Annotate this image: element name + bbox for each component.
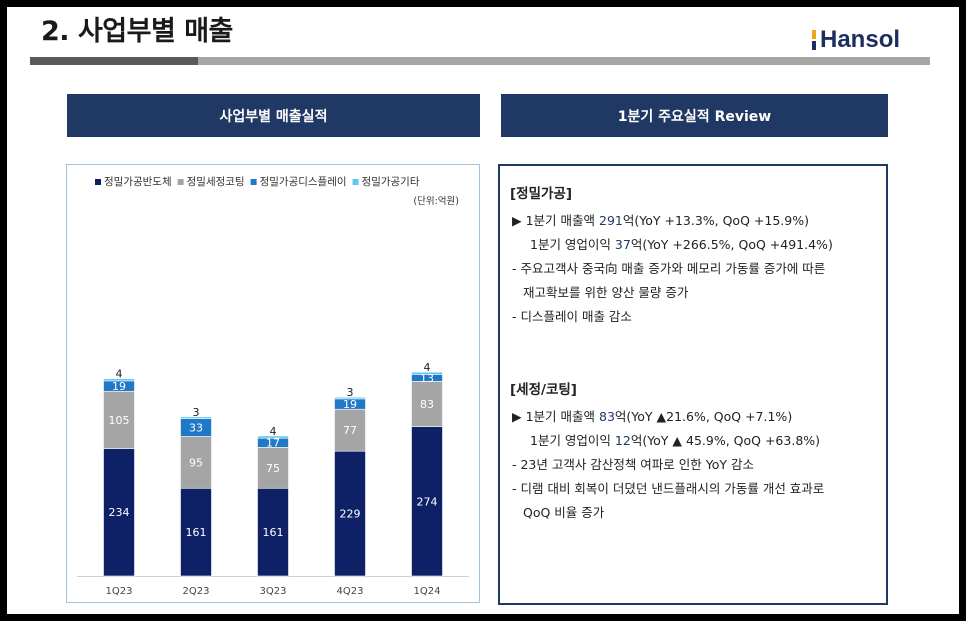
- logo-text: Hansol: [820, 26, 901, 53]
- data-label: 161: [263, 526, 284, 539]
- chart-panel-header: 사업부별 매출실적: [67, 94, 480, 137]
- section-title-precision: [정밀가공]: [510, 186, 573, 202]
- x-tick-label: 4Q23: [337, 586, 364, 597]
- bar-segment: [103, 448, 135, 577]
- section-title-cleaning: [세정/코팅]: [510, 382, 577, 398]
- data-label: 13: [420, 372, 434, 385]
- legend-swatch: [250, 179, 257, 185]
- legend-label: 정밀가공반도체: [104, 176, 172, 188]
- data-label: 234: [109, 506, 130, 519]
- cleaning-bullet-2: - 디램 대비 회복이 더뎠던 낸드플래시의 가동률 개선 효과로: [512, 481, 825, 496]
- bar-segment: [257, 435, 289, 439]
- slide: 2. 사업부별 매출 Hansol 사업부별 매출실적 1분기 주요실적 Rev…: [7, 7, 959, 614]
- data-label: 83: [420, 398, 434, 411]
- data-label: 274: [417, 495, 438, 508]
- data-label: 161: [186, 526, 207, 539]
- bar-segment: [257, 487, 289, 577]
- bar-segment: [103, 378, 135, 382]
- legend-label: 정밀가공디스플레이: [260, 176, 347, 188]
- data-label: 3: [347, 386, 354, 399]
- legend-swatch: [95, 179, 101, 185]
- chart-panel: 정밀가공반도체 정밀세정코팅 정밀가공디스플레이 정밀가공기타 (단위:억원) 234 10…: [66, 164, 480, 603]
- precision-bullet-1-cont: 재고확보를 위한 양산 물량 증가: [523, 285, 689, 300]
- x-tick-label: 1Q24: [414, 586, 441, 597]
- legend-label: 정밀가공기타: [362, 176, 420, 188]
- bar-segment: [411, 381, 443, 427]
- legend-swatch: [177, 179, 184, 185]
- hansol-logo: Hansol: [812, 26, 901, 53]
- bar-segment: [180, 416, 212, 419]
- precision-revenue-line: ▶ 1분기 매출액 291억(YoY +13.3%, QoQ +15.9%): [512, 213, 809, 228]
- data-label: 19: [112, 380, 126, 393]
- data-label: 4: [424, 361, 431, 374]
- cleaning-profit-line: 1분기 영업이익 12억(YoY ▲ 45.9%, QoQ +63.8%): [530, 433, 821, 448]
- precision-bullet-2: - 디스플레이 매출 감소: [512, 309, 632, 324]
- precision-profit-line: 1분기 영업이익 37억(YoY +266.5%, QoQ +491.4%): [530, 237, 833, 252]
- bar-segment: [103, 390, 135, 449]
- x-tick-label: 2Q23: [183, 586, 210, 597]
- logo-mark-icon: [812, 30, 816, 50]
- bar-segment: [257, 447, 289, 489]
- cleaning-revenue-line: ▶ 1분기 매출액 83억(YoY ▲21.6%, QoQ +7.1%): [512, 409, 793, 424]
- data-label: 3: [193, 406, 200, 419]
- review-panel-header: 1분기 주요실적 Review: [501, 94, 888, 137]
- page-title: 2. 사업부별 매출: [41, 16, 233, 47]
- data-label: 77: [343, 424, 357, 437]
- legend-label: 정밀세정코팅: [187, 176, 245, 188]
- data-label: 4: [116, 368, 123, 381]
- x-tick-label: 1Q23: [106, 586, 133, 597]
- unit-label: (단위:억원): [413, 195, 459, 207]
- data-label: 105: [109, 414, 130, 427]
- stacked-bar-chart: 정밀가공반도체 정밀세정코팅 정밀가공디스플레이 정밀가공기타 (단위:억원) 234 10…: [77, 176, 469, 597]
- data-label: 4: [270, 425, 277, 438]
- x-tick-label: 3Q23: [260, 586, 287, 597]
- bar-segment: [180, 487, 212, 577]
- data-label: 75: [266, 462, 280, 475]
- bar-segment: [334, 408, 366, 452]
- bar-segment: [411, 371, 443, 375]
- cleaning-bullet-2-cont: QoQ 비율 증가: [523, 505, 605, 520]
- data-label: 229: [340, 508, 361, 521]
- legend-swatch: [352, 179, 359, 185]
- bar-segment: [411, 426, 443, 577]
- cleaning-bullet-1: - 23년 고객사 감산정책 여파로 인한 YoY 감소: [512, 457, 754, 472]
- title-underline: [30, 57, 930, 65]
- data-label: 33: [189, 421, 203, 434]
- precision-bullet-1: - 주요고객사 중국向 매출 증가와 메모리 가동률 증가에 따른: [512, 261, 826, 276]
- bar-segment: [334, 450, 366, 577]
- data-label: 95: [189, 456, 203, 469]
- bar-segment: [180, 436, 212, 489]
- data-label: 19: [343, 398, 357, 411]
- bar-segment: [334, 396, 366, 400]
- review-panel: [정밀가공] ▶ 1분기 매출액 291억(YoY +13.3%, QoQ +1…: [498, 164, 888, 605]
- data-label: 17: [266, 437, 280, 450]
